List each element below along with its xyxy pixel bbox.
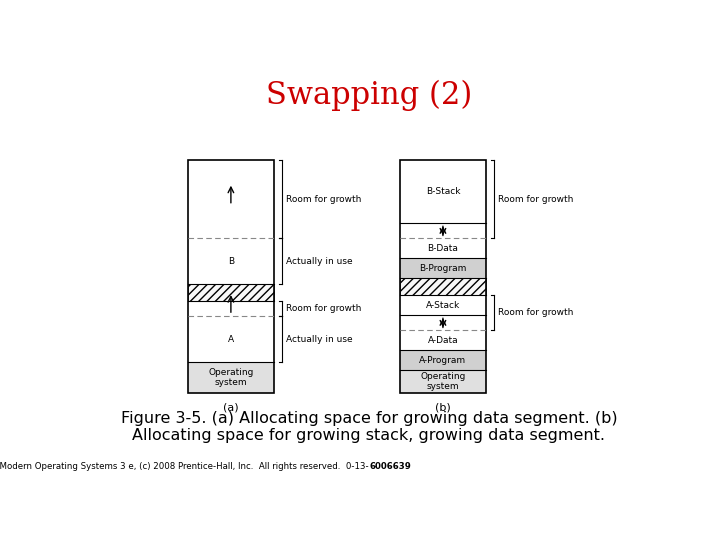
Text: B-Program: B-Program	[419, 264, 467, 273]
Text: Room for growth: Room for growth	[287, 305, 361, 313]
Bar	[188, 239, 274, 284]
Text: Swapping (2): Swapping (2)	[266, 79, 472, 111]
Bar	[188, 160, 274, 239]
Bar	[400, 160, 486, 393]
Text: A-Data: A-Data	[428, 336, 458, 345]
Bar	[400, 350, 486, 370]
Text: (a): (a)	[223, 402, 239, 413]
Text: A-Stack: A-Stack	[426, 301, 460, 310]
Text: B-Data: B-Data	[428, 244, 459, 253]
Bar	[400, 160, 486, 224]
Text: (b): (b)	[435, 402, 451, 413]
Bar	[400, 295, 486, 315]
Text: Tanenbaum, Modern Operating Systems 3 e, (c) 2008 Prentice-Hall, Inc.  All right: Tanenbaum, Modern Operating Systems 3 e,…	[0, 462, 369, 471]
Text: Room for growth: Room for growth	[498, 195, 574, 204]
Bar	[188, 284, 274, 301]
Text: A: A	[228, 335, 234, 343]
Text: Figure 3-5. (a) Allocating space for growing data segment. (b)
Allocating space : Figure 3-5. (a) Allocating space for gro…	[121, 411, 617, 443]
Text: A-Program: A-Program	[419, 356, 467, 364]
Bar	[188, 284, 274, 301]
Bar	[188, 316, 274, 362]
Bar	[188, 301, 274, 316]
Text: Room for growth: Room for growth	[498, 308, 574, 318]
Text: B: B	[228, 256, 234, 266]
Text: Operating
system: Operating system	[208, 368, 253, 387]
Text: Room for growth: Room for growth	[287, 195, 361, 204]
Text: B-Stack: B-Stack	[426, 187, 460, 197]
Text: Actually in use: Actually in use	[287, 256, 353, 266]
Bar	[400, 370, 486, 393]
Bar	[400, 278, 486, 295]
Text: 6006639: 6006639	[369, 462, 410, 471]
Text: Actually in use: Actually in use	[287, 335, 353, 343]
Bar	[188, 362, 274, 393]
Bar	[400, 224, 486, 239]
Bar	[400, 315, 486, 330]
Text: Operating
system: Operating system	[420, 372, 466, 391]
Bar	[188, 160, 274, 393]
Bar	[400, 278, 486, 295]
Bar	[400, 330, 486, 350]
Bar	[400, 258, 486, 278]
Bar	[400, 239, 486, 258]
